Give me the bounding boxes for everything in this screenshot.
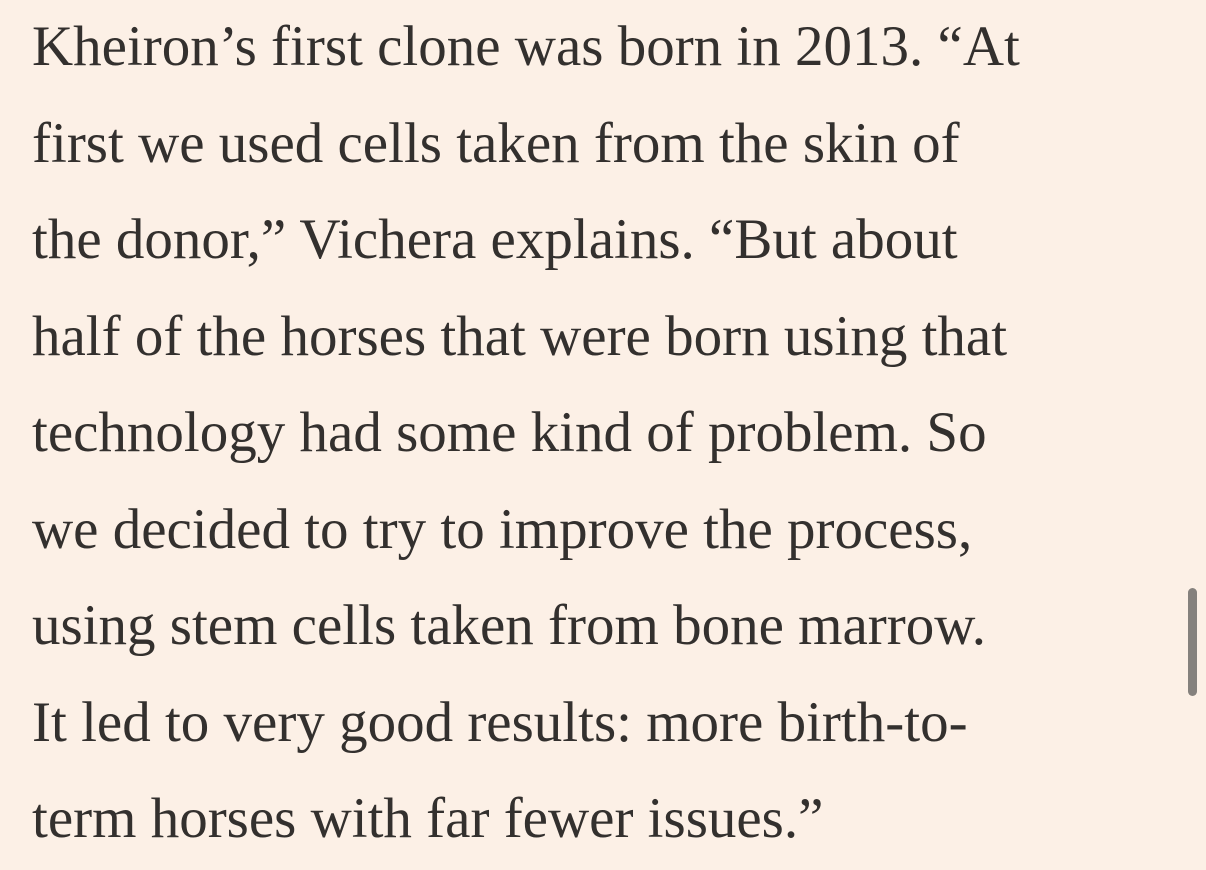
text-line: the donor,” Vichera explains. “But about xyxy=(32,208,958,271)
text-line: term horses with far fewer issues.” xyxy=(32,787,824,850)
article-paragraph: Kheiron’s first clone was born in 2013. … xyxy=(32,0,1020,868)
text-line: Kheiron’s first clone was born in 2013. … xyxy=(32,15,1020,78)
text-line: using stem cells taken from bone marrow. xyxy=(32,594,986,657)
text-line: first we used cells taken from the skin … xyxy=(32,111,960,175)
scrollbar-thumb[interactable] xyxy=(1188,588,1197,696)
text-line: It led to very good results: more birth-… xyxy=(32,690,968,754)
text-line: technology had some kind of problem. So xyxy=(32,401,987,464)
text-line: half of the horses that were born using … xyxy=(32,304,1008,368)
text-line: we decided to try to improve the process… xyxy=(32,497,973,561)
